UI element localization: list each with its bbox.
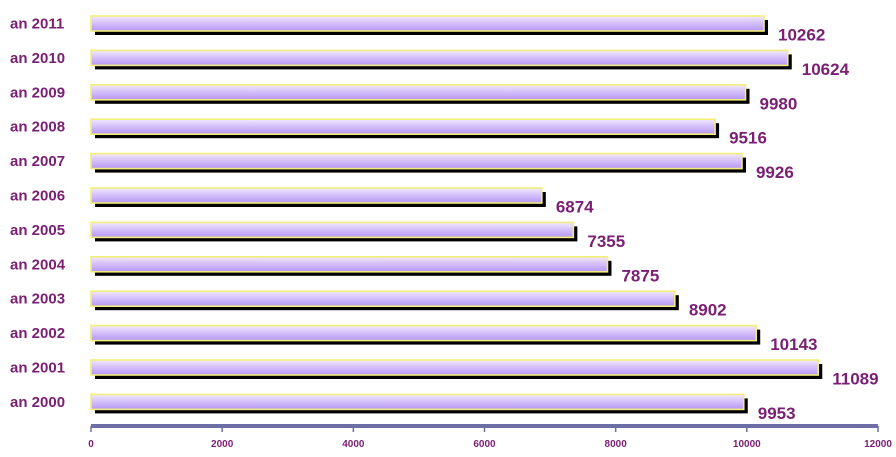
- value-label: 10143: [770, 335, 817, 354]
- x-tick-label: 6000: [473, 439, 496, 450]
- value-label: 11089: [832, 369, 878, 388]
- value-label: 10262: [778, 25, 825, 44]
- bar: [90, 84, 747, 101]
- bar: [90, 393, 745, 411]
- category-label: an 2005: [10, 222, 65, 239]
- category-label: an 2004: [10, 256, 66, 273]
- x-tick-label: 12000: [864, 439, 892, 450]
- value-label: 7875: [621, 266, 659, 285]
- bar: [90, 152, 743, 170]
- bar: [90, 255, 609, 273]
- value-label: 9926: [756, 163, 794, 182]
- category-label: an 2006: [10, 187, 65, 204]
- category-labels: an 2011 an 2010 an 2009 an 2008 an 2007 an 20…: [10, 15, 66, 410]
- bar: [90, 290, 676, 308]
- bar: [90, 221, 575, 239]
- category-label: an 2001: [10, 359, 65, 376]
- x-axis: 0 2000 4000 6000 8000 10000 12000: [88, 424, 892, 450]
- category-label: an 2007: [10, 153, 65, 170]
- x-tick-label: 4000: [342, 439, 365, 450]
- category-label: an 2002: [10, 325, 65, 342]
- x-tick-label: 8000: [605, 439, 628, 450]
- category-label: an 2009: [10, 84, 65, 101]
- bar: [90, 118, 716, 135]
- x-tick-label: 10000: [733, 439, 761, 450]
- category-label: an 2010: [10, 50, 65, 67]
- category-label: an 2000: [10, 394, 65, 411]
- value-label: 6874: [556, 197, 594, 216]
- bar: [90, 187, 543, 204]
- bar: [90, 359, 820, 376]
- value-label: 8902: [689, 301, 727, 320]
- value-label: 9980: [760, 94, 798, 113]
- value-label: 9516: [729, 129, 767, 148]
- category-label: an 2003: [10, 291, 65, 308]
- x-tick-label: 2000: [211, 439, 234, 450]
- category-label: an 2008: [10, 119, 65, 136]
- category-label: an 2011: [10, 15, 64, 32]
- x-tick-label: 0: [88, 439, 94, 450]
- value-label: 9953: [758, 404, 796, 423]
- value-label: 10624: [802, 60, 850, 79]
- value-label: 7355: [587, 232, 625, 251]
- bar: [90, 49, 789, 67]
- bar: [90, 324, 758, 342]
- bars-layer: [90, 15, 823, 414]
- bar: [90, 15, 765, 32]
